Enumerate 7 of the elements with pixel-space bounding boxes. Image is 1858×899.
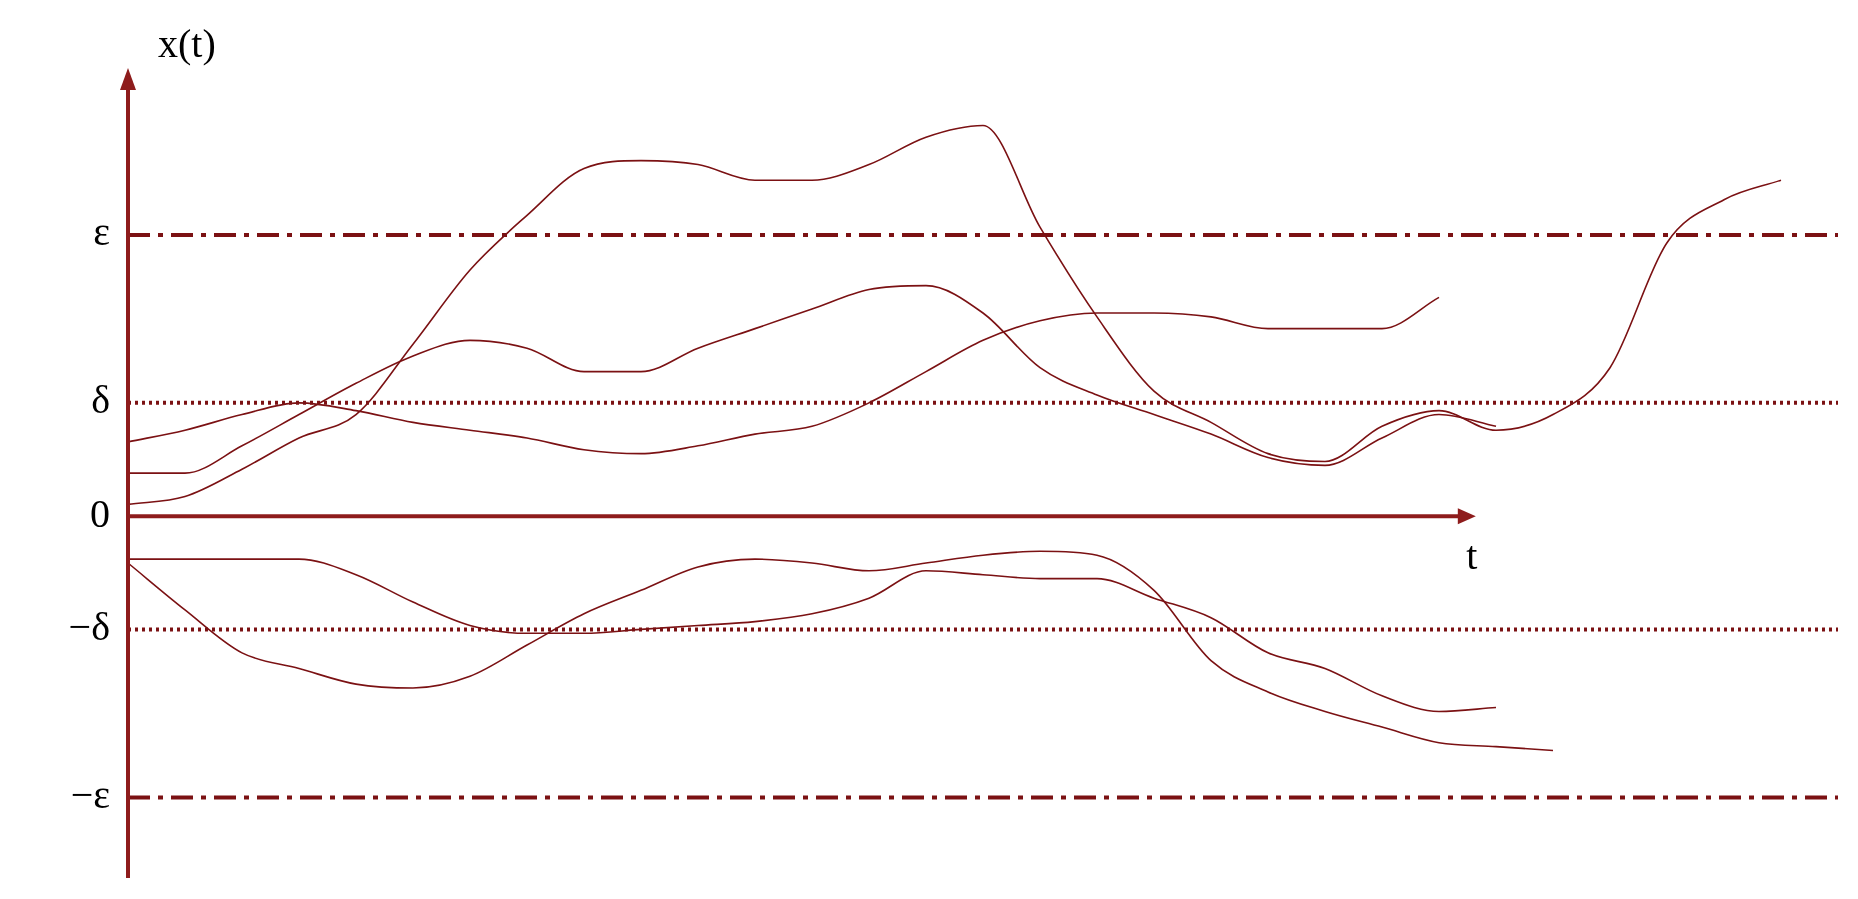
ref-line-label: −δ [68,603,110,649]
y-axis-title: x(t) [158,20,216,66]
x-axis-title: t [1466,532,1478,578]
ref-line-label: ε [93,209,110,255]
ref-line-label: δ [91,377,110,423]
text: 0 [90,490,110,536]
ref-line-label: −ε [70,771,110,817]
